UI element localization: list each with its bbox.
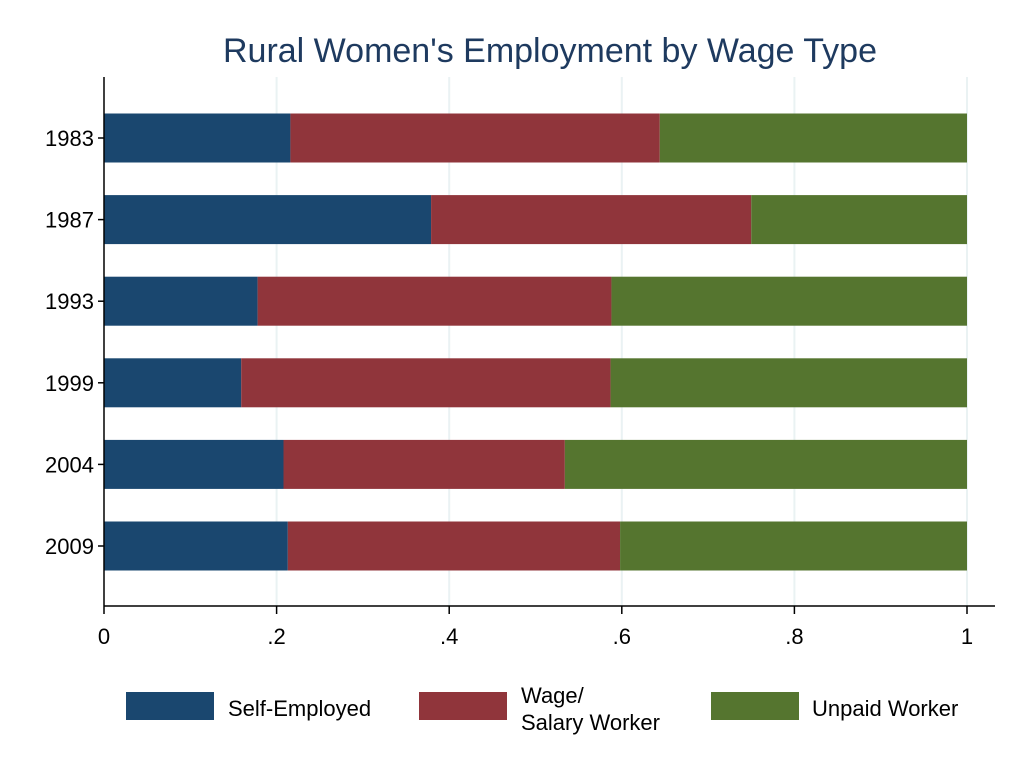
legend-label-self-employed: Self-Employed [228, 696, 371, 721]
y-tick-label: 1987 [45, 208, 94, 233]
bar-wage-salary-worker-1987 [431, 195, 752, 245]
x-tick-label: 1 [961, 624, 973, 649]
bar-unpaid-worker-1999 [610, 358, 967, 408]
legend-swatch-self-employed [126, 692, 214, 720]
bar-wage-salary-worker-1983 [290, 113, 660, 163]
bar-unpaid-worker-1993 [611, 276, 967, 326]
bar-wage-salary-worker-1993 [257, 276, 612, 326]
bar-unpaid-worker-1983 [659, 113, 967, 163]
bar-self-employed-2009 [104, 521, 288, 571]
y-tick-label: 2004 [45, 452, 94, 477]
x-tick-label: 0 [98, 624, 110, 649]
bar-wage-salary-worker-1999 [241, 358, 611, 408]
axes [103, 77, 995, 607]
bar-self-employed-1983 [104, 113, 291, 163]
bar-wage-salary-worker-2009 [287, 521, 621, 571]
chart-title: Rural Women's Employment by Wage Type [223, 32, 877, 70]
x-tick-label: .8 [785, 624, 803, 649]
gridlines [275, 77, 968, 606]
bar-unpaid-worker-1987 [751, 195, 967, 245]
x-tick-label: .2 [267, 624, 285, 649]
legend-swatch-unpaid-worker [711, 692, 799, 720]
legend-label-unpaid-worker: Unpaid Worker [812, 696, 958, 721]
legend-label-wage-salary-worker: Salary Worker [521, 710, 660, 735]
bars [104, 113, 967, 571]
bar-wage-salary-worker-2004 [283, 439, 565, 489]
legend: Self-Employed Wage/Salary Worker Unpaid Wo… [126, 683, 958, 735]
y-tick-labels: 1983 1987 1993 1999 2004 2009 [45, 126, 104, 559]
bar-unpaid-worker-2004 [564, 439, 967, 489]
bar-self-employed-1993 [104, 276, 258, 326]
y-tick-label: 1999 [45, 371, 94, 396]
legend-swatch-wage-salary-worker [419, 692, 507, 720]
x-tick-label: .6 [613, 624, 631, 649]
bar-self-employed-2004 [104, 439, 284, 489]
bar-unpaid-worker-2009 [620, 521, 967, 571]
x-tick-labels: 0 .2 .4 .6 .8 1 [98, 606, 973, 649]
bar-self-employed-1987 [104, 195, 432, 245]
y-tick-label: 1983 [45, 126, 94, 151]
bar-self-employed-1999 [104, 358, 242, 408]
legend-label-wage-salary-worker: Wage/ [521, 683, 585, 708]
x-tick-label: .4 [440, 624, 458, 649]
y-tick-label: 1993 [45, 289, 94, 314]
y-tick-label: 2009 [45, 534, 94, 559]
